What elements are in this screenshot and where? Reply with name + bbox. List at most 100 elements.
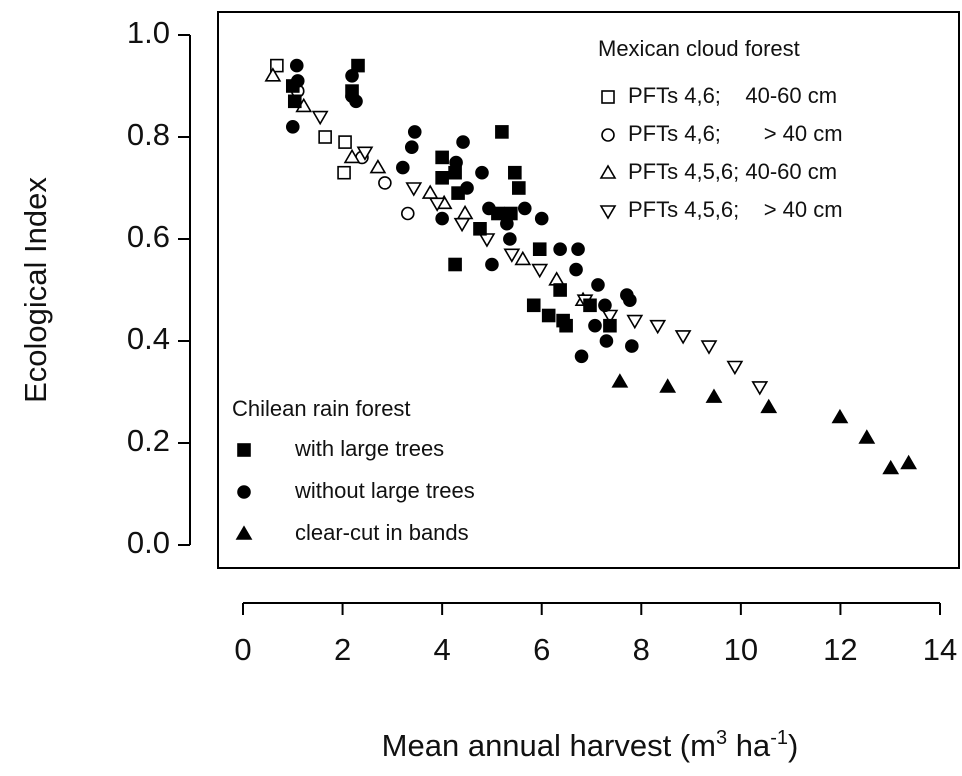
point	[482, 201, 496, 216]
legend-title: Mexican cloud forest	[598, 36, 800, 61]
point	[435, 150, 449, 165]
point	[858, 429, 876, 444]
point	[351, 58, 365, 73]
point	[285, 120, 300, 134]
point	[620, 288, 634, 302]
point	[338, 135, 352, 149]
legend-label: PFTs 4,6; > 40 cm	[628, 121, 843, 146]
point	[508, 165, 522, 180]
point	[453, 217, 471, 233]
point	[400, 206, 415, 221]
point	[649, 319, 667, 335]
point	[428, 197, 446, 212]
point	[311, 110, 329, 126]
point	[289, 58, 304, 73]
x-axis-title-part: ha	[727, 728, 771, 763]
y-tick-label: 0.8	[127, 117, 170, 152]
point	[611, 373, 629, 388]
legend-marker	[237, 443, 251, 457]
point	[475, 165, 489, 180]
point	[598, 298, 612, 313]
point	[473, 222, 487, 236]
point	[449, 155, 463, 170]
point	[583, 298, 597, 313]
x-tick-label: 0	[234, 632, 251, 667]
point	[448, 257, 462, 272]
legend-marker	[235, 525, 253, 540]
legend-label: without large trees	[294, 478, 475, 503]
point	[287, 94, 302, 109]
x-tick-label: 10	[724, 632, 758, 667]
point	[345, 69, 359, 83]
legend-label: PFTs 4,6; 40-60 cm	[628, 83, 837, 108]
point	[435, 211, 449, 226]
point	[404, 140, 419, 154]
point	[569, 262, 583, 277]
legend-label: PFTs 4,5,6; > 40 cm	[628, 197, 843, 222]
legend-marker	[599, 205, 617, 220]
point	[270, 58, 284, 73]
point	[517, 201, 532, 216]
x-tick-label: 4	[434, 632, 451, 667]
point	[591, 278, 605, 292]
point	[503, 232, 517, 246]
point	[369, 159, 387, 174]
point	[290, 74, 305, 88]
legend-label: with large trees	[294, 436, 444, 461]
point	[526, 298, 541, 313]
point	[831, 408, 849, 424]
point	[900, 454, 918, 470]
point	[435, 171, 449, 185]
point	[485, 257, 499, 272]
point	[574, 349, 589, 364]
point	[456, 135, 470, 149]
point	[456, 204, 474, 220]
x-axis-title: Mean annual harvest (m3 ha-1)	[382, 727, 799, 763]
point	[349, 94, 363, 109]
legend-marker	[601, 128, 615, 142]
x-axis-title-sup: 3	[716, 727, 727, 749]
point	[751, 381, 769, 396]
point	[405, 182, 423, 197]
x-tick-label: 2	[334, 632, 351, 667]
point	[512, 181, 526, 195]
point	[514, 250, 532, 266]
point	[588, 318, 602, 333]
point	[882, 459, 900, 475]
point	[343, 148, 361, 164]
point	[378, 176, 392, 190]
legend-marker	[237, 485, 251, 499]
point	[601, 309, 619, 325]
point	[760, 398, 778, 414]
point	[337, 165, 351, 180]
point	[553, 242, 567, 256]
point	[500, 216, 514, 231]
point	[503, 248, 521, 263]
x-axis-title-part: )	[788, 728, 798, 763]
point	[559, 318, 573, 333]
point	[625, 339, 639, 353]
point	[396, 160, 410, 175]
point	[700, 340, 718, 355]
point	[421, 184, 439, 199]
legend-marker	[601, 90, 615, 104]
y-tick-label: 0.2	[127, 423, 170, 458]
x-tick-label: 8	[633, 632, 650, 667]
point	[571, 242, 585, 256]
point	[599, 334, 614, 348]
point	[495, 125, 509, 139]
plot-frame	[217, 11, 960, 569]
point	[548, 271, 566, 286]
point	[356, 146, 374, 161]
point	[603, 318, 617, 333]
point	[541, 308, 556, 323]
point	[659, 378, 677, 393]
point	[553, 283, 567, 297]
point	[626, 314, 644, 330]
y-tick-label: 0.4	[127, 321, 170, 356]
point	[726, 360, 744, 376]
point	[318, 130, 332, 144]
point	[478, 233, 496, 248]
legend-title: Chilean rain forest	[232, 396, 411, 421]
